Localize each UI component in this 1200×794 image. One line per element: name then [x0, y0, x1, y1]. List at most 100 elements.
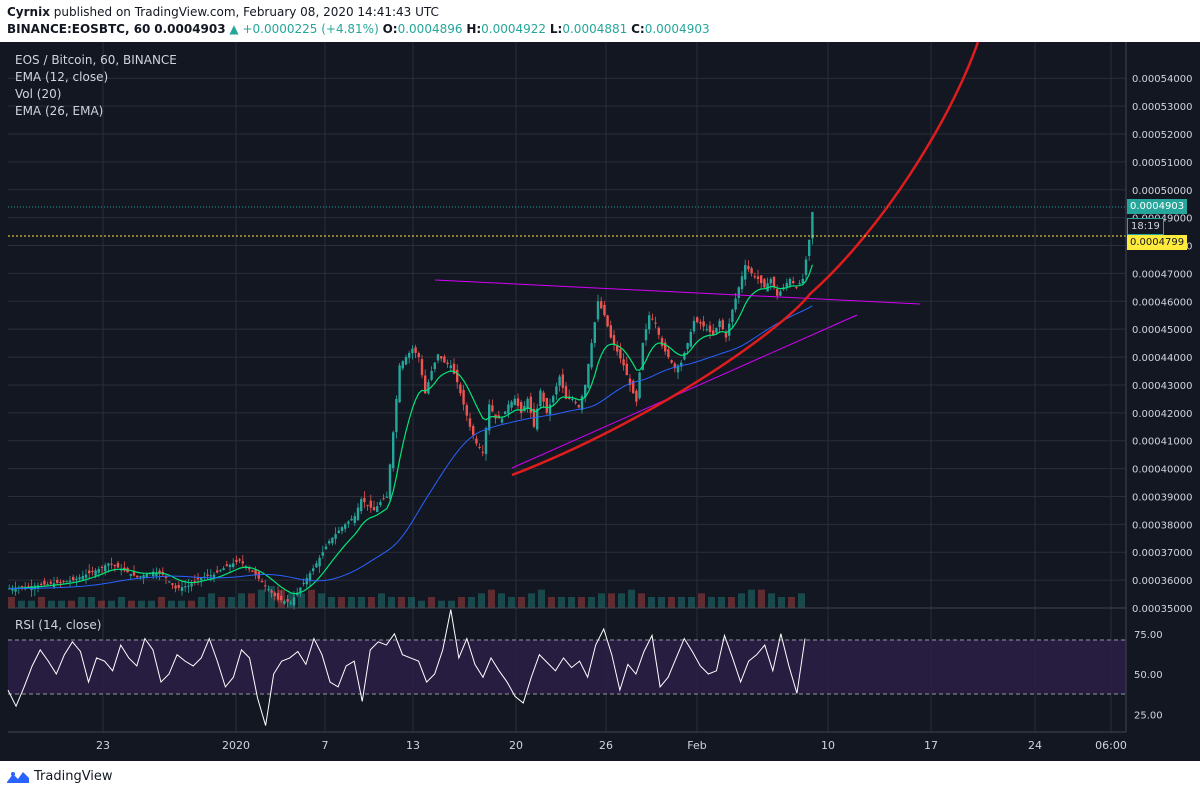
chart-svg[interactable]: 0.00035000 0.00036000 0.00037000 0.00038000…: [0, 42, 1200, 761]
time-tick-label: 2020: [222, 739, 250, 752]
candle-body: [177, 585, 180, 588]
candle-body: [542, 392, 545, 402]
volume-bar: [68, 600, 75, 608]
candle-body: [228, 564, 232, 568]
candle-body: [132, 571, 136, 576]
candle-body: [209, 575, 212, 577]
candle-body: [536, 408, 539, 430]
candles: [8, 211, 814, 610]
volume-bar: [488, 589, 495, 608]
candle-body: [529, 396, 532, 413]
volume-bar: [128, 600, 135, 608]
last-price-tag: 0.0004903: [1127, 199, 1188, 214]
volume-bar: [258, 589, 265, 608]
tradingview-logo-icon[interactable]: [7, 769, 31, 785]
upper-trendline: [434, 279, 921, 305]
publish-info: published on TradingView.com, February 0…: [49, 5, 439, 19]
open-value: 0.0004896: [397, 22, 463, 36]
low-label: L:: [549, 22, 563, 36]
candle-body: [56, 580, 59, 583]
candle-body: [251, 570, 254, 572]
candle-body: [280, 595, 283, 601]
candle-body: [408, 352, 411, 358]
volume-bar: [58, 600, 65, 608]
brand-name[interactable]: TradingView: [34, 769, 113, 784]
candle-body: [811, 212, 814, 239]
candle-body: [712, 330, 715, 335]
candle-body: [740, 276, 744, 290]
volume-bar: [368, 597, 375, 608]
candle-body: [356, 507, 360, 521]
symbol-legend: EOS / Bitcoin, 60, BINANCE: [15, 53, 177, 67]
candle-body: [513, 398, 516, 406]
candle-body: [318, 557, 321, 567]
candle-body: [648, 315, 651, 330]
candle-body: [97, 568, 100, 573]
volume-bar: [478, 593, 485, 608]
candle-body: [472, 426, 475, 436]
volume-bar: [618, 593, 625, 608]
price-tick-label: 0.00043000: [1132, 381, 1192, 392]
candle-body: [155, 572, 158, 576]
volume-bar: [298, 593, 305, 608]
candle-body: [216, 570, 219, 573]
candle-body: [232, 563, 235, 568]
candle-body: [667, 349, 670, 358]
candle-body: [305, 578, 308, 585]
candle-body: [510, 401, 513, 408]
candle-body: [683, 352, 686, 360]
candle-body: [753, 276, 756, 278]
volume-bar: [468, 597, 475, 608]
candle-body: [798, 283, 801, 285]
author-name[interactable]: Cyrnix: [7, 5, 50, 19]
ema26-legend[interactable]: EMA (26, EMA): [15, 104, 104, 118]
volume-bar: [758, 589, 765, 608]
candle-body: [424, 375, 427, 394]
candle-body: [452, 363, 456, 374]
close-label: C:: [631, 22, 645, 36]
candle-body: [20, 586, 24, 588]
volume-bar: [188, 600, 195, 608]
volume-bar: [308, 589, 315, 608]
candle-body: [673, 363, 676, 369]
candle-body: [664, 342, 667, 352]
candle-body: [737, 287, 740, 298]
close-value: 0.0004903: [644, 22, 710, 36]
candle-body: [254, 569, 257, 576]
candle-body: [561, 374, 564, 388]
candle-body: [580, 396, 584, 411]
ema12-legend[interactable]: EMA (12, close): [15, 70, 109, 84]
grid-lines: [8, 42, 1126, 732]
lower-trendline: [511, 314, 858, 469]
candle-body: [289, 602, 292, 604]
volume-bar: [708, 597, 715, 608]
candle-body: [526, 398, 529, 409]
time-tick-label: 7: [322, 739, 329, 752]
candle-body: [491, 405, 494, 412]
open-label: O:: [382, 22, 398, 36]
candle-body: [65, 581, 68, 583]
rsi-legend[interactable]: RSI (14, close): [15, 618, 102, 632]
candle-body: [584, 384, 587, 398]
candle-body: [443, 356, 446, 363]
candle-body: [779, 291, 782, 296]
chart-area[interactable]: 0.00035000 0.00036000 0.00037000 0.00038000…: [0, 42, 1200, 761]
ema26-line: [9, 305, 813, 589]
volume-bar: [688, 597, 695, 608]
volume-bar: [518, 597, 525, 608]
time-tick-label: 23: [96, 739, 110, 752]
candle-body: [750, 268, 753, 274]
price-tick-label: 0.00053000: [1132, 102, 1192, 113]
volume-legend[interactable]: Vol (20): [15, 87, 62, 101]
volume-bar: [288, 593, 295, 608]
candle-body: [808, 239, 811, 257]
volume-bar: [438, 600, 445, 608]
volume-bar: [18, 600, 25, 608]
candle-body: [747, 265, 750, 270]
volume-bar: [118, 597, 125, 608]
candle-body: [804, 259, 808, 275]
price-tick-label: 0.00035000: [1132, 604, 1192, 615]
candle-body: [260, 581, 264, 583]
volume-bar: [578, 597, 585, 608]
candle-body: [94, 570, 97, 576]
